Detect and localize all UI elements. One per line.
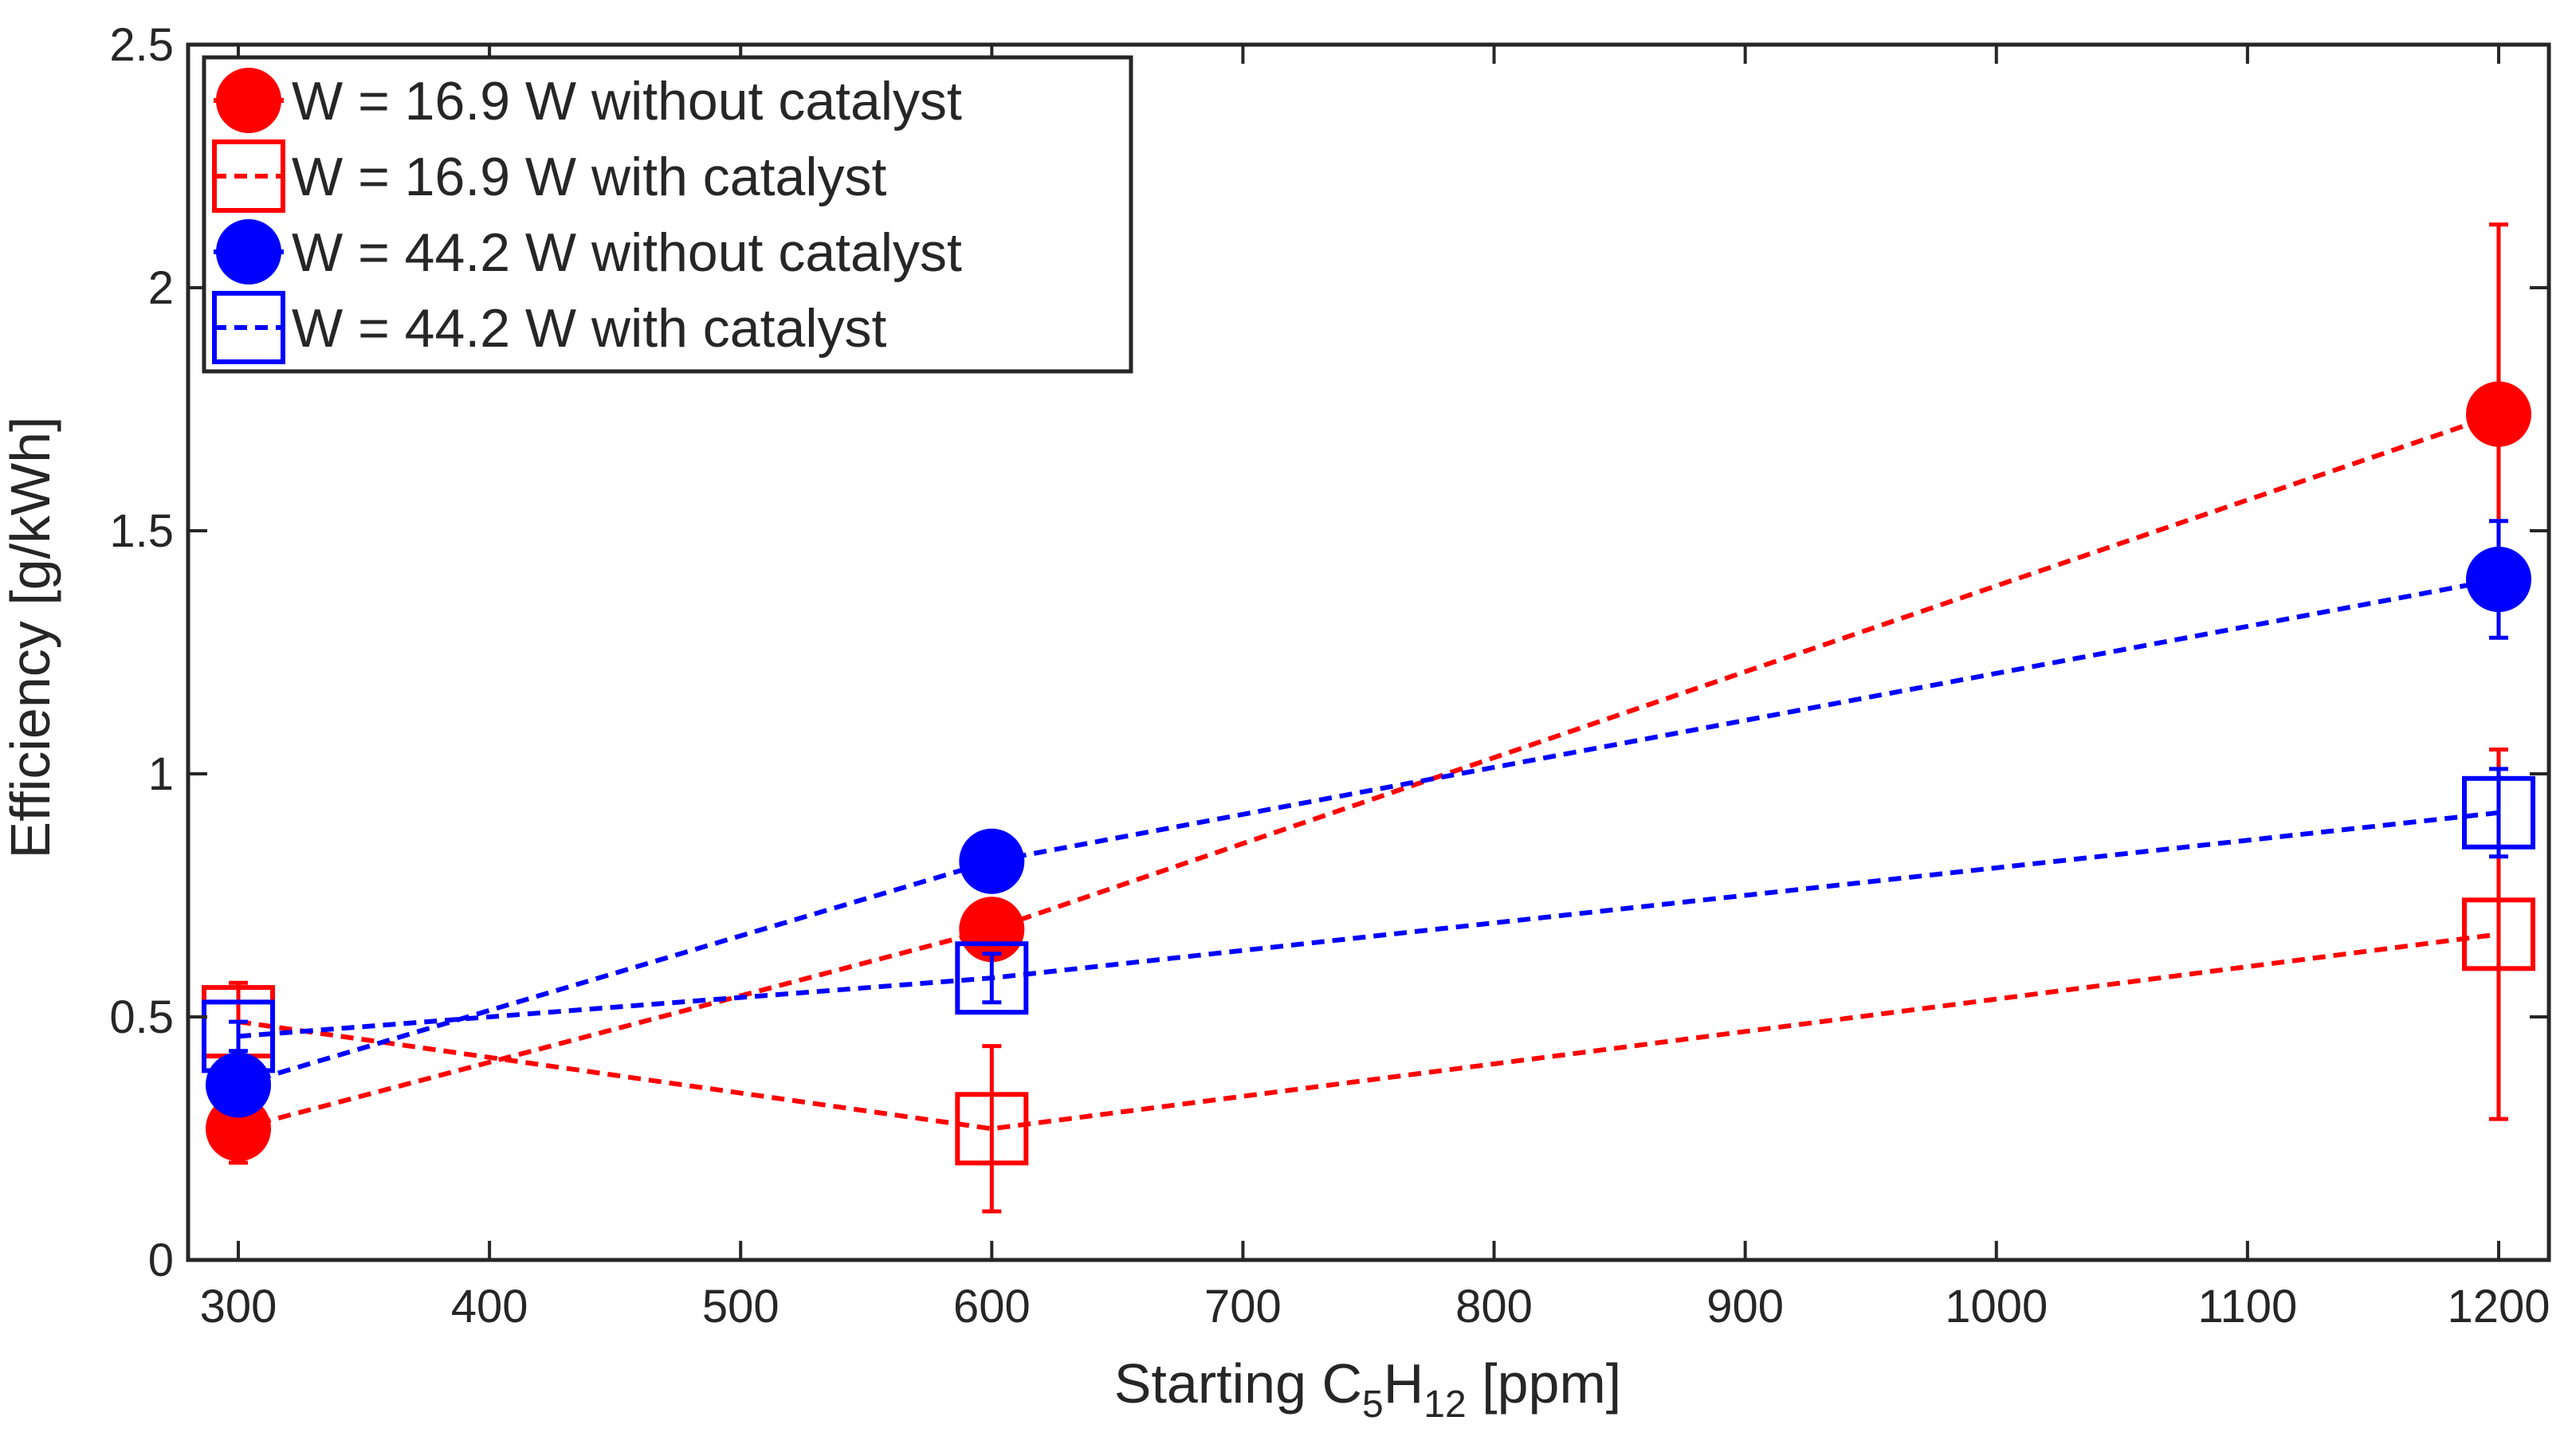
x-tick-label: 1100 [2198,1281,2298,1332]
y-tick-label: 2 [148,262,174,314]
x-axis-label: Starting C5H12 [ppm] [1114,1352,1621,1426]
series-4 [202,767,2535,1073]
x-tick-label: 400 [451,1281,528,1332]
x-tick-label: 900 [1706,1281,1784,1332]
axes: 300 400 500 600 700 800 900 1000 1100 1200 0 0.5 1 1.… [109,19,2551,1332]
legend-item-2[interactable]: W = 16.9 W with catalyst [212,139,886,213]
x-tick-label: 500 [702,1281,779,1332]
x-tick-label: 800 [1455,1281,1533,1332]
legend-box [202,55,1133,374]
axes-box [186,42,2551,1262]
x-axis-label-prefix: Starting C [1114,1352,1362,1415]
series-3-line [238,577,2499,1088]
y-tick-label: 2.5 [109,19,174,71]
y-axis-label: Efficiency [g/kWh] [0,416,61,858]
legend-marker [216,219,281,285]
plot-area [202,222,2535,1214]
series-4-point [955,941,1029,1015]
legend-marker [216,68,281,133]
legend-label: W = 44.2 W without catalyst [292,222,962,283]
x-axis-label-suffix: [ppm] [1467,1352,1622,1415]
x-tick-label: 300 [200,1281,277,1332]
x-axis-label-sub2: 12 [1423,1383,1466,1426]
x-tick-label: 1000 [1945,1281,2048,1332]
series-3-point [959,828,1025,894]
legend-label: W = 44.2 W with catalyst [292,298,886,359]
legend-item-1[interactable]: W = 16.9 W without catalyst [214,68,962,133]
legend-item-4[interactable]: W = 44.2 W with catalyst [212,291,886,364]
series-2-point [955,1092,1029,1166]
series-1-point [959,897,1025,963]
series-4-point [2461,775,2535,850]
y-tick-label: 0.5 [109,991,174,1043]
y-tick-label: 1.5 [109,505,174,557]
x-tick-label: 700 [1204,1281,1282,1332]
y-tick-label: 0 [148,1234,174,1286]
x-tick-label: 1200 [2447,1281,2550,1332]
legend-label: W = 16.9 W with catalyst [292,147,886,207]
series-3-point [206,1052,272,1118]
series-4-error-bar [2488,767,2508,859]
legend[interactable]: W = 16.9 W without catalyst W = 16.9 W wi… [202,55,1133,374]
x-axis-label-mid: H [1384,1352,1424,1415]
series-1-point [2465,381,2531,447]
series-3-point [2465,547,2531,612]
legend-marker [212,291,285,364]
series-4-error-bar [982,952,1002,1005]
y-tick-label: 1 [148,748,174,800]
x-tick-label: 600 [953,1281,1031,1332]
x-axis-label-sub1: 5 [1362,1383,1384,1426]
legend-item-3[interactable]: W = 44.2 W without catalyst [214,219,962,285]
series-4-point [202,999,276,1073]
legend-label: W = 16.9 W without catalyst [292,71,962,131]
series-2-point [2461,897,2535,971]
series-4-error-bar [229,1019,249,1054]
series-2-line [238,932,2499,1132]
legend-marker [212,139,285,213]
series-2-error-bar [982,1044,1002,1214]
